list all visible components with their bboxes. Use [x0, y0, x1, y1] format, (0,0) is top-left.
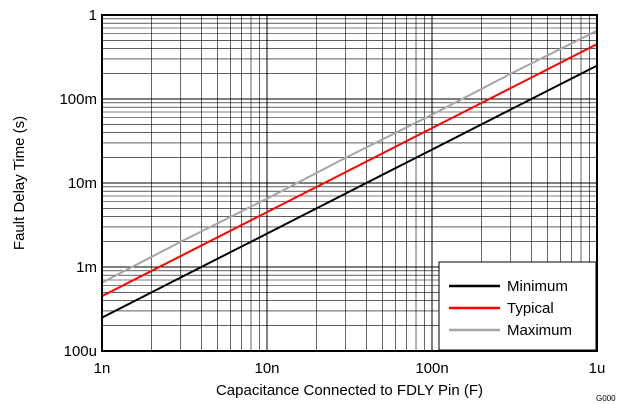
series-line-typical — [101, 43, 598, 297]
series-layer — [101, 29, 598, 319]
tick-labels: 1n 10n 100n 1u 100u 1m 10m 100m 1 — [59, 7, 605, 377]
x-tick-label: 100n — [415, 360, 448, 377]
x-tick-label: 10n — [254, 360, 279, 377]
y-tick-label: 100u — [64, 343, 97, 360]
series-line-minimum — [101, 64, 598, 319]
plot-frame — [101, 14, 598, 352]
y-axis-title: Fault Delay Time (s) — [11, 116, 28, 250]
x-tick-label: 1u — [589, 360, 606, 377]
y-tick-label: 10m — [68, 175, 97, 192]
watermark: G000 — [596, 394, 616, 403]
x-axis-title: Capacitance Connected to FDLY Pin (F) — [216, 382, 483, 399]
y-tick-label: 1m — [76, 259, 97, 276]
y-tick-label: 1 — [89, 7, 97, 24]
legend-label-minimum: Minimum — [507, 278, 568, 295]
legend: Minimum Typical Maximum — [438, 261, 597, 351]
x-tick-label: 1n — [94, 360, 111, 377]
legend-label-maximum: Maximum — [507, 322, 572, 339]
legend-label-typical: Typical — [507, 300, 554, 317]
legend-box — [438, 261, 597, 351]
y-tick-label: 100m — [59, 91, 97, 108]
series-line-maximum — [101, 29, 598, 284]
